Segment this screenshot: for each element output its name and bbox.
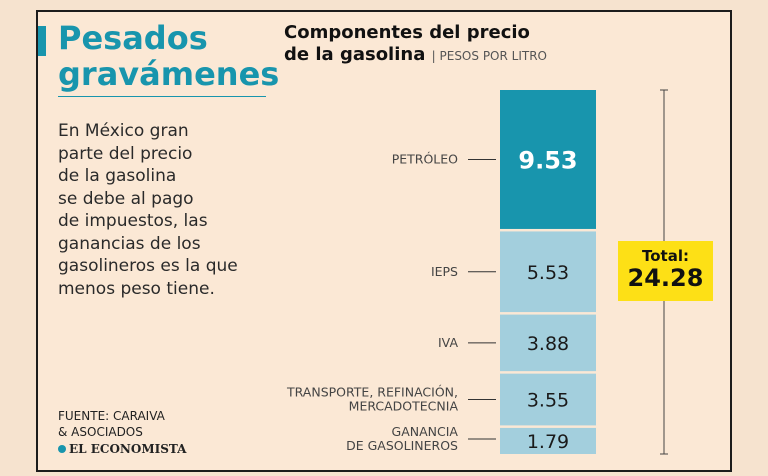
body-text: En México gran parte del precio de la ga… — [58, 121, 238, 299]
bar-segment — [500, 373, 596, 426]
data-label: 9.53 — [518, 146, 577, 174]
category-label: IVA — [438, 335, 458, 350]
data-label: 3.55 — [527, 390, 569, 412]
headline-divider — [58, 96, 266, 97]
bar-segment — [500, 90, 596, 229]
category-label: IEPS — [431, 264, 458, 279]
stacked-bar-chart: 9.53 PETRÓLEO 5.53 IEPS 3.88 IVA 3.55 TRANSPORT… — [286, 89, 668, 455]
chart-unit: | PESOS POR LITRO — [431, 49, 547, 63]
total-box: Total: 24.28 — [618, 241, 713, 301]
data-label: 3.88 — [527, 333, 569, 355]
headline-accent-bar — [38, 26, 46, 56]
data-label: 5.53 — [527, 262, 569, 284]
infographic-frame: Pesados gravámenes En México gran parte … — [36, 10, 732, 472]
bar-segment — [500, 427, 596, 454]
chart-title: Componentes del precio de la gasolina | P… — [284, 22, 547, 67]
total-label: Total: — [642, 247, 689, 265]
bar-segment — [500, 314, 596, 372]
source-note: FUENTE: CARAIVA & ASOCIADOS — [58, 409, 165, 439]
brand-mark-icon — [58, 445, 66, 453]
chart-title-text: Componentes del precio de la gasolina — [284, 22, 530, 65]
data-label: 1.79 — [527, 431, 569, 453]
bar-segment — [500, 231, 596, 313]
category-label: GANANCIA DE GASOLINEROS — [346, 424, 458, 453]
total-value: 24.28 — [627, 264, 704, 292]
category-label: PETRÓLEO — [392, 151, 458, 166]
brand-name: EL ECONOMISTA — [69, 442, 187, 456]
brand-logo: EL ECONOMISTA — [58, 442, 186, 456]
headline: Pesados gravámenes — [58, 19, 280, 93]
category-label: TRANSPORTE, REFINACIÓN, MERCADOTECNIA — [286, 385, 458, 414]
